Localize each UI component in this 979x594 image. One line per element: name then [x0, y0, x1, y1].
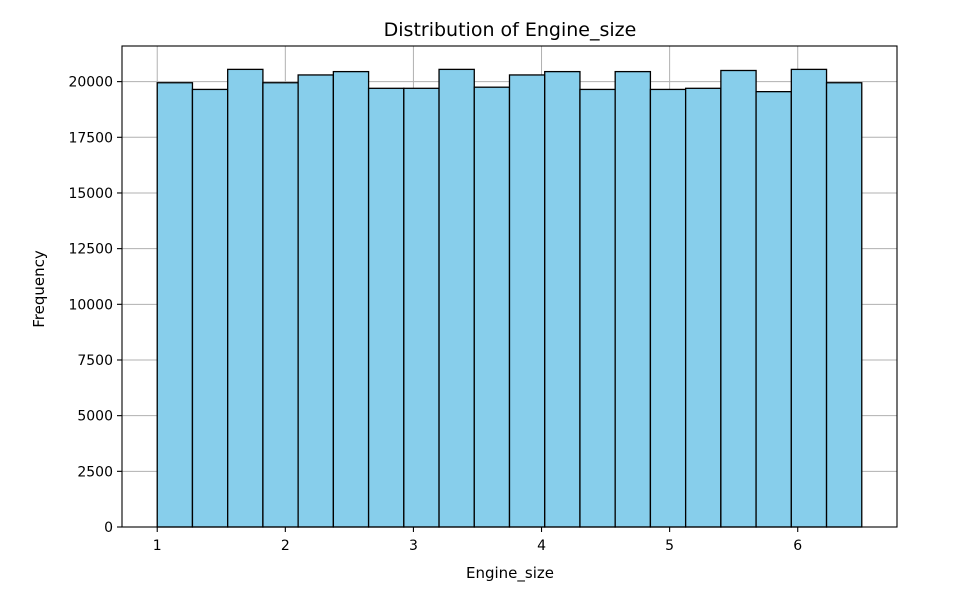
histogram-bar — [297, 74, 335, 528]
y-tick-label: 15000 — [68, 186, 113, 202]
histogram-bar — [825, 82, 863, 528]
histogram-bar — [262, 82, 299, 528]
plot-area-frame — [121, 45, 898, 528]
histogram-bar — [227, 68, 264, 528]
x-axis-ticks: 1 2 3 4 5 6 — [153, 527, 802, 554]
bars-layer — [156, 68, 863, 528]
histogram-bar — [156, 82, 194, 528]
x-tick-label: 6 — [793, 538, 802, 554]
histogram-bar — [332, 70, 370, 528]
x-tick-label: 1 — [153, 538, 162, 554]
y-tick-label: 10000 — [68, 297, 113, 313]
chart-title: Distribution of Engine_size — [384, 19, 637, 41]
x-tick-label: 4 — [537, 538, 546, 554]
x-axis-label: Engine_size — [466, 564, 554, 583]
histogram-bar — [579, 88, 616, 528]
x-tick-label: 3 — [409, 538, 418, 554]
histogram-bar — [790, 68, 828, 528]
histogram-bar — [508, 74, 546, 528]
histogram-bar — [614, 70, 652, 528]
histogram-bar — [684, 87, 722, 528]
histogram-bar — [191, 88, 229, 528]
x-tick-label: 2 — [281, 538, 290, 554]
y-tick-label: 17500 — [68, 130, 113, 146]
histogram-bar — [438, 68, 475, 528]
histogram-bar — [544, 70, 581, 528]
histogram-bar — [367, 87, 405, 528]
y-tick-label: 0 — [104, 520, 113, 536]
y-axis-ticks: 0 2500 5000 7500 10000 12500 15000 17500 20000 — [68, 75, 122, 536]
y-tick-label: 7500 — [77, 353, 113, 369]
y-axis-label: Frequency — [30, 250, 48, 328]
y-tick-label: 20000 — [68, 75, 113, 91]
histogram-bar — [403, 87, 440, 528]
x-tick-label: 5 — [665, 538, 674, 554]
y-tick-label: 2500 — [77, 464, 113, 480]
histogram-bar — [649, 88, 687, 528]
y-tick-label: 5000 — [77, 409, 113, 425]
histogram-bar — [755, 91, 792, 528]
histogram-bar — [473, 86, 511, 528]
y-tick-label: 12500 — [68, 242, 113, 258]
histogram-bar — [720, 69, 757, 528]
